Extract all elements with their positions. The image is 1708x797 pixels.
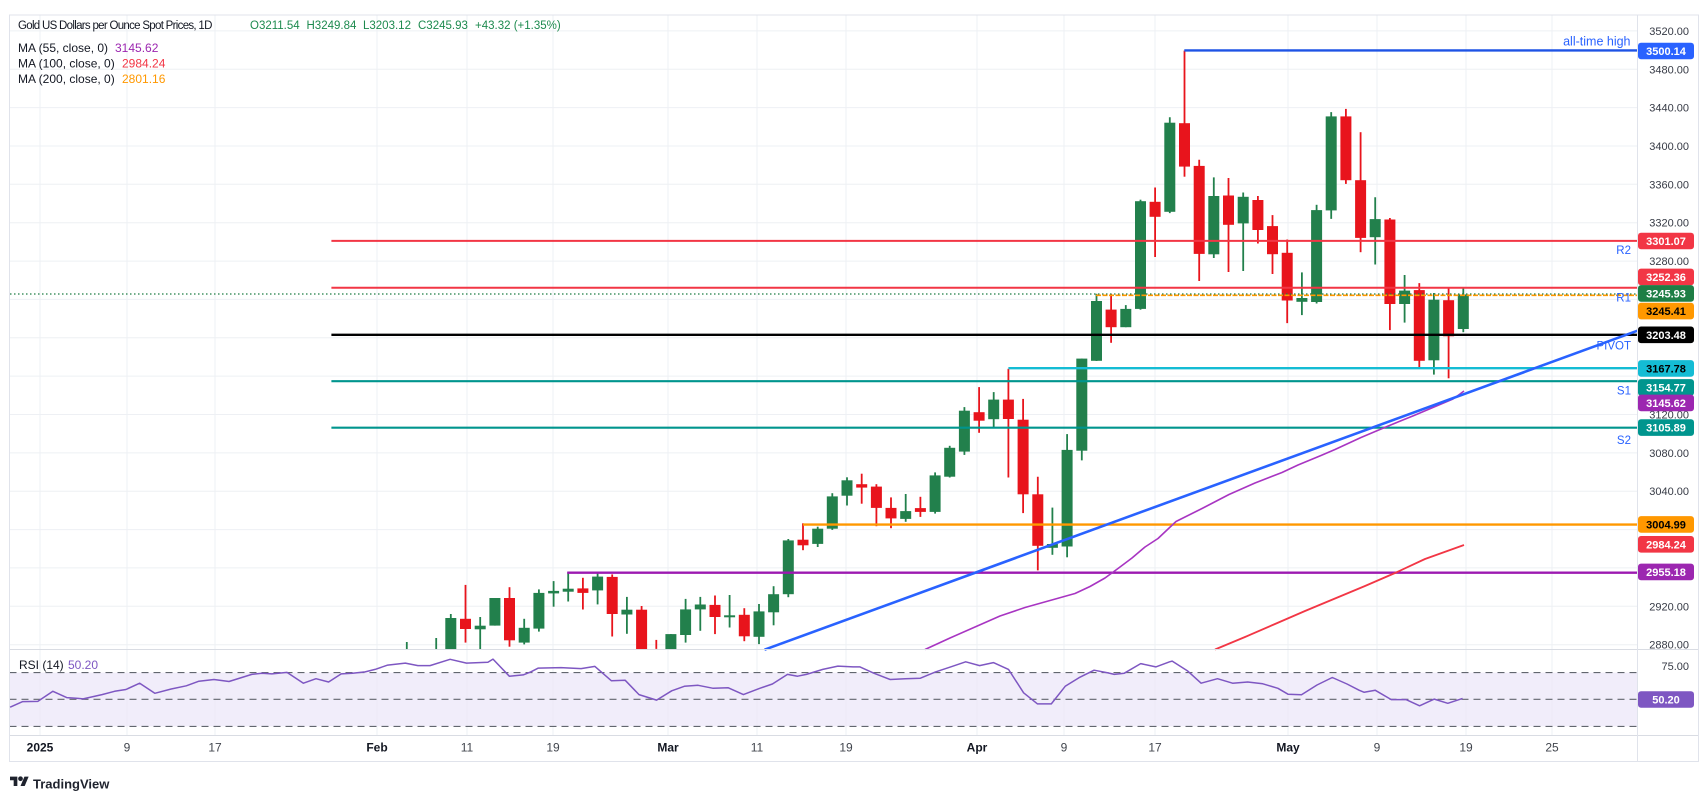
svg-text:3320.00: 3320.00 [1649,218,1689,230]
svg-text:25: 25 [1545,741,1559,755]
svg-text:9: 9 [1374,741,1381,755]
svg-text:3154.77: 3154.77 [1646,382,1686,394]
svg-text:2984.24: 2984.24 [1646,539,1687,551]
svg-text:O3211.54: O3211.54 [250,20,300,32]
svg-text:3245.93: 3245.93 [1646,288,1686,300]
svg-text:3480.00: 3480.00 [1649,64,1689,76]
svg-text:+43.32 (+1.35%): +43.32 (+1.35%) [475,20,561,32]
svg-text:3105.89: 3105.89 [1646,423,1686,435]
svg-text:C3245.93: C3245.93 [418,20,468,32]
svg-text:all-time high: all-time high [1563,35,1630,49]
svg-text:S2: S2 [1617,435,1631,447]
svg-text:3004.99: 3004.99 [1646,519,1686,531]
svg-text:3440.00: 3440.00 [1649,103,1689,115]
svg-text:3245.41: 3245.41 [1646,306,1686,318]
svg-text:L3203.12: L3203.12 [363,20,411,32]
svg-text:2025: 2025 [27,741,54,755]
svg-text:3500.14: 3500.14 [1646,46,1687,58]
svg-text:19: 19 [546,741,560,755]
svg-text:3252.36: 3252.36 [1646,272,1686,284]
svg-text:19: 19 [839,741,853,755]
svg-text:3280.00: 3280.00 [1649,256,1689,268]
svg-text:Mar: Mar [657,741,679,755]
svg-text:50.20: 50.20 [68,658,98,672]
svg-text:19: 19 [1459,741,1473,755]
svg-text:3400.00: 3400.00 [1649,141,1689,153]
svg-text:9: 9 [124,741,131,755]
svg-text:50.20: 50.20 [1652,695,1680,707]
svg-text:3520.00: 3520.00 [1649,26,1689,38]
svg-text:2984.24: 2984.24 [122,57,166,71]
svg-text:3080.00: 3080.00 [1649,448,1689,460]
svg-text:R2: R2 [1616,245,1631,257]
svg-text:3203.48: 3203.48 [1646,330,1686,342]
svg-text:11: 11 [751,741,764,755]
svg-text:Apr: Apr [967,741,988,755]
svg-text:Gold US Dollars per Ounce Spot: Gold US Dollars per Ounce Spot Prices, 1… [18,20,212,32]
svg-text:MA (100, close, 0): MA (100, close, 0) [18,57,115,71]
svg-text:R1: R1 [1616,293,1631,305]
svg-text:3040.00: 3040.00 [1649,486,1689,498]
svg-text:75.00: 75.00 [1661,661,1689,673]
svg-text:3120.00: 3120.00 [1649,410,1689,422]
svg-text:Feb: Feb [366,741,387,755]
svg-text:11: 11 [461,741,474,755]
svg-text:TradingView: TradingView [33,777,110,792]
svg-text:2880.00: 2880.00 [1649,640,1689,652]
svg-text:PIVOT: PIVOT [1596,341,1631,353]
svg-text:3145.62: 3145.62 [115,41,159,55]
svg-text:3167.78: 3167.78 [1646,363,1686,375]
svg-text:3301.07: 3301.07 [1646,236,1686,248]
svg-text:May: May [1276,741,1300,755]
svg-text:17: 17 [1148,741,1162,755]
svg-text:H3249.84: H3249.84 [307,20,357,32]
svg-text:MA (200, close, 0): MA (200, close, 0) [18,72,115,86]
svg-text:3360.00: 3360.00 [1649,179,1689,191]
svg-text:2955.18: 2955.18 [1646,567,1686,579]
svg-text:17: 17 [208,741,222,755]
svg-text:MA (55, close, 0): MA (55, close, 0) [18,41,108,55]
svg-text:3145.62: 3145.62 [1646,398,1686,410]
svg-text:RSI (14): RSI (14) [19,658,64,672]
svg-text:9: 9 [1061,741,1068,755]
svg-text:S1: S1 [1617,386,1631,398]
svg-text:2801.16: 2801.16 [122,72,166,86]
svg-text:2920.00: 2920.00 [1649,601,1689,613]
